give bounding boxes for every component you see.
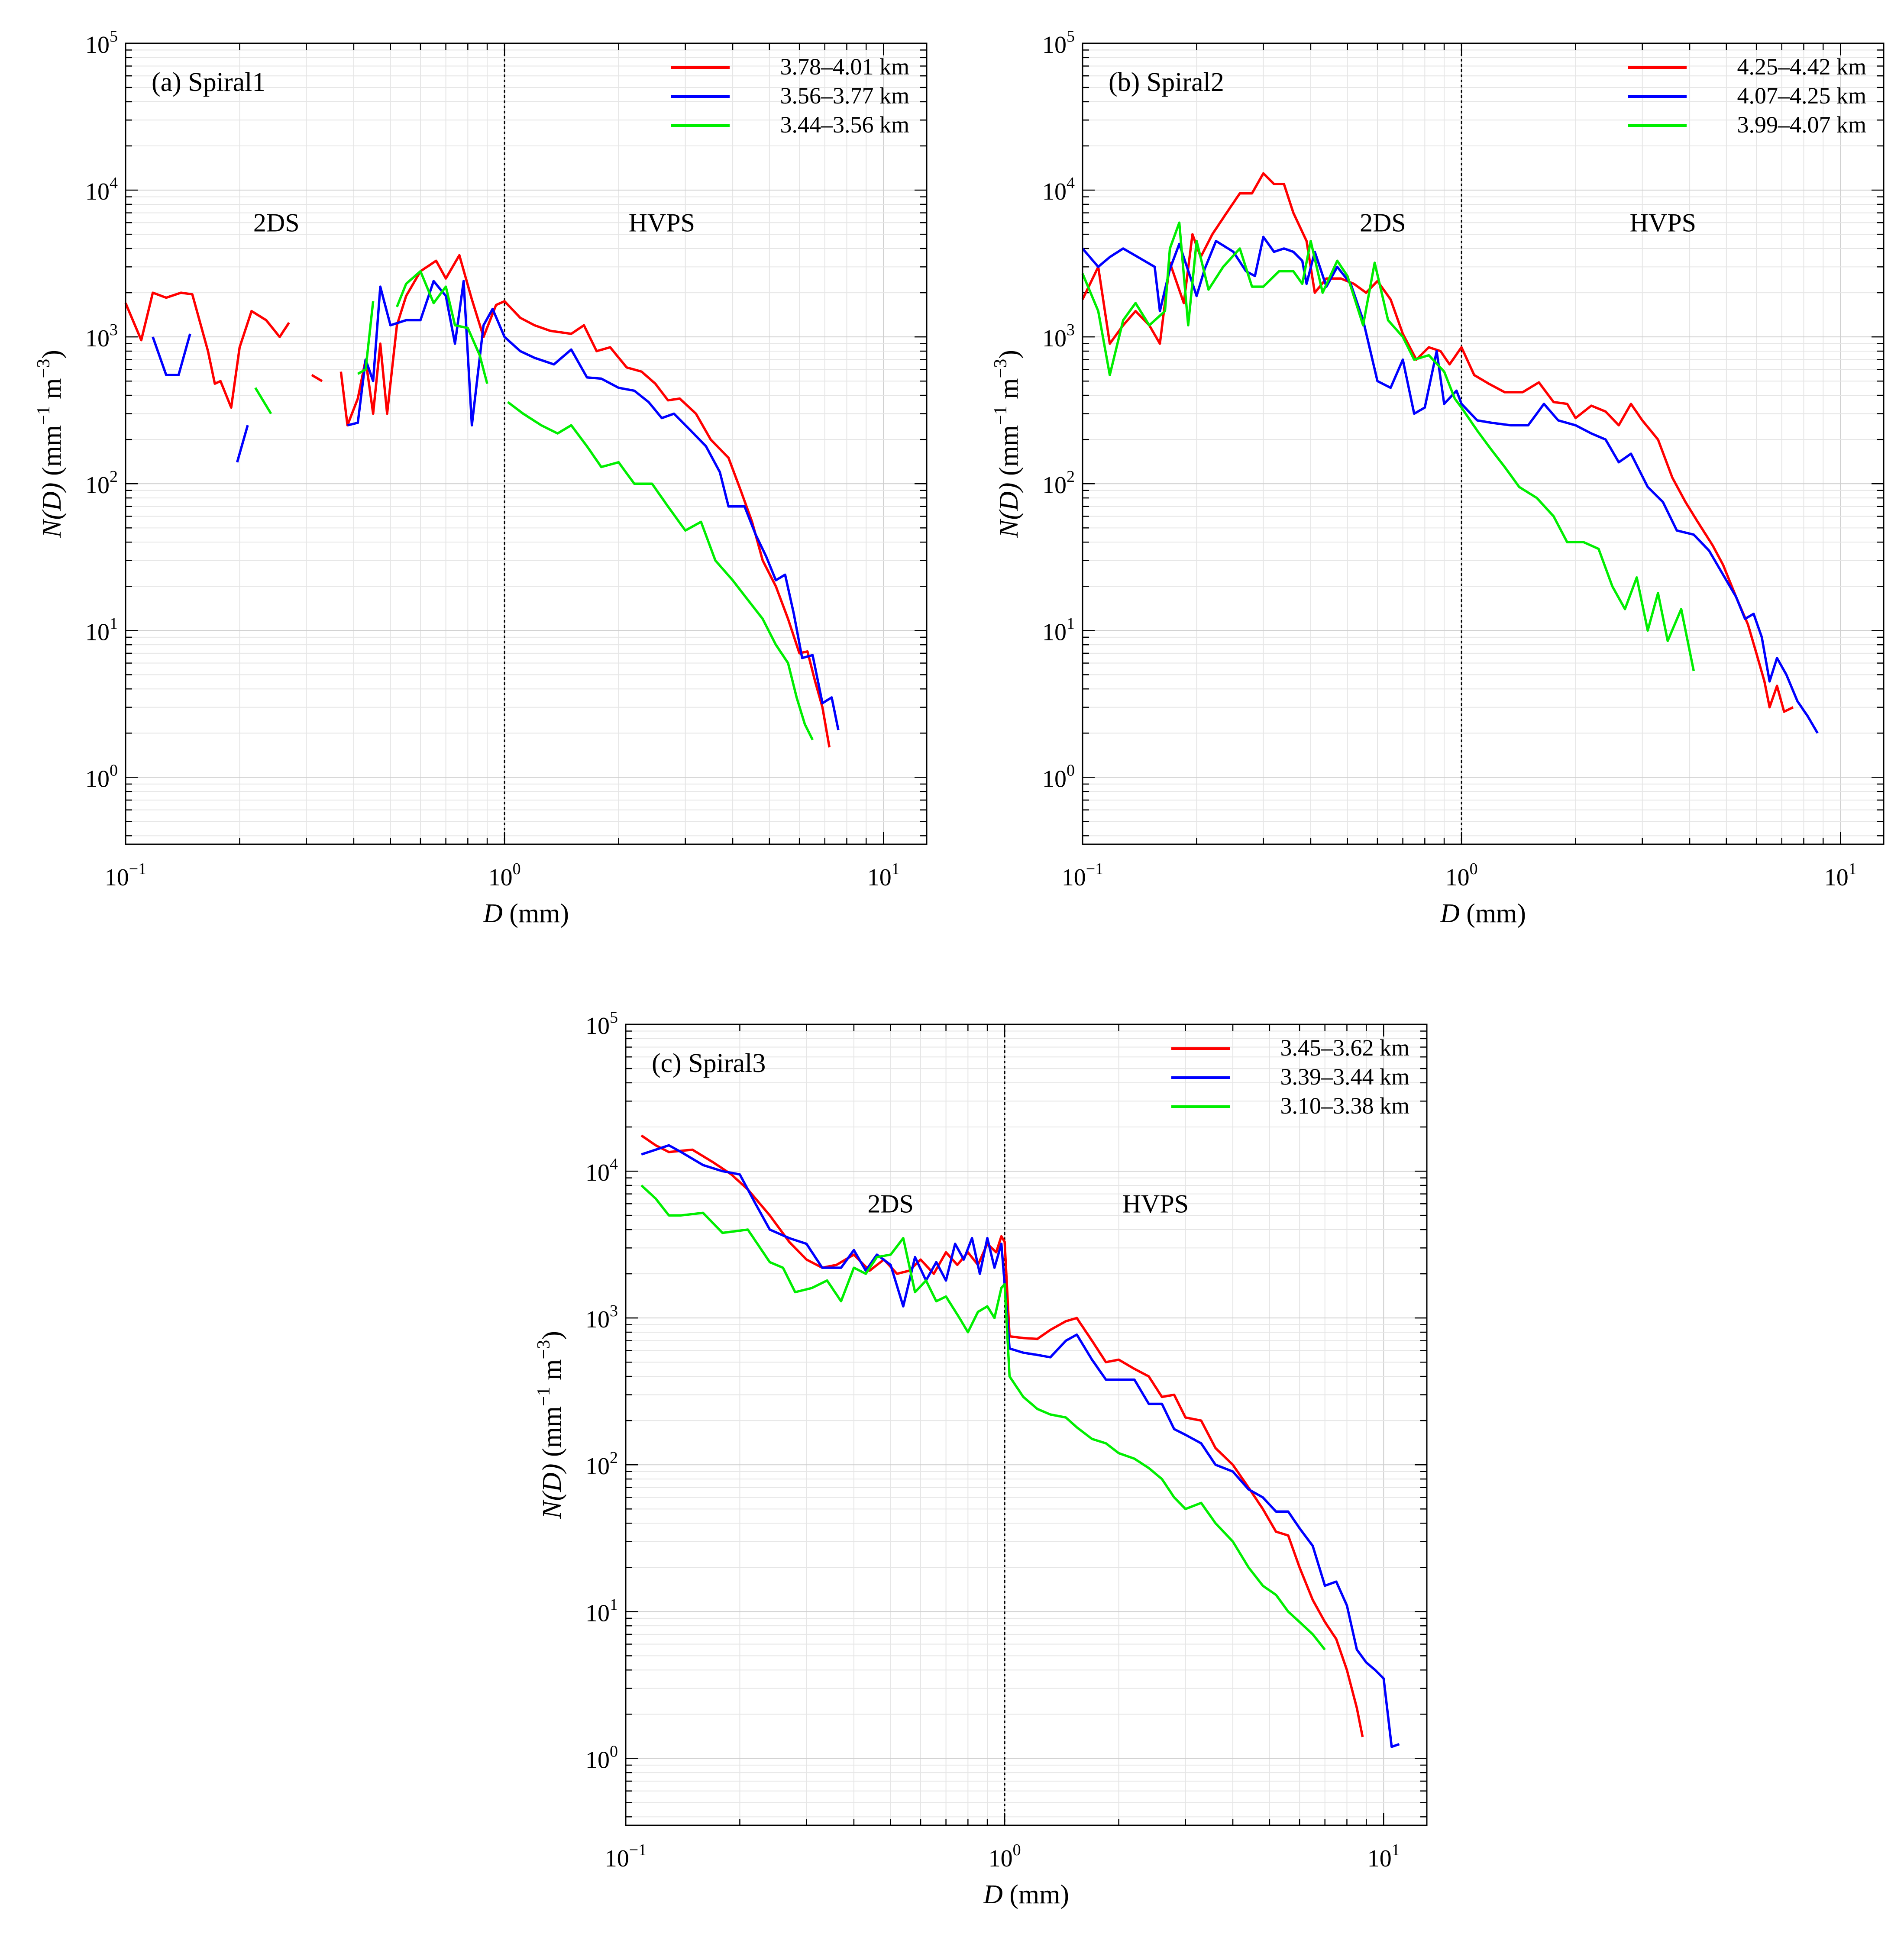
legend-label: 3.44–3.56 km xyxy=(780,112,909,138)
series-line-1 xyxy=(124,254,831,748)
series-line-3 xyxy=(640,1184,1326,1651)
x-tick-label: 10−1 xyxy=(105,860,146,891)
y-tick-label: 104 xyxy=(1042,174,1075,205)
chart-panel-3: 10−1 100 101 100 101 102 103 104 105 D (mm) N(D) (… xyxy=(534,1008,1428,1909)
panel-label: (c) Spiral3 xyxy=(652,1049,766,1078)
chart-panel-2: 10−1 100 101 100 101 102 103 104 105 D (mm) N(D) (… xyxy=(991,27,1885,928)
instrument-annotation: 2DS xyxy=(1360,208,1406,237)
tick-marks xyxy=(1082,42,1884,844)
series-line-2 xyxy=(1081,236,1819,734)
y-tick-label: 105 xyxy=(585,1008,618,1040)
grid xyxy=(1082,43,1884,844)
x-axis-label: D (mm) xyxy=(983,1880,1069,1909)
y-tick-label: 101 xyxy=(585,1595,618,1627)
legend-label: 4.25–4.42 km xyxy=(1737,54,1866,80)
y-tick-label: 100 xyxy=(85,761,118,792)
y-tick-label: 103 xyxy=(585,1302,618,1333)
y-axis-label: N(D) (mm−1 m−3) xyxy=(34,350,67,538)
series-line-3 xyxy=(1081,221,1695,672)
x-tick-label: 101 xyxy=(867,860,900,891)
x-tick-label: 100 xyxy=(488,860,521,891)
instrument-annotation: 2DS xyxy=(253,208,300,237)
y-tick-label: 103 xyxy=(85,321,118,352)
instrument-annotation: HVPS xyxy=(629,208,695,237)
y-tick-label: 101 xyxy=(1042,614,1075,646)
y-tick-label: 104 xyxy=(585,1155,618,1186)
panel-label: (b) Spiral2 xyxy=(1109,68,1224,97)
legend-label: 4.07–4.25 km xyxy=(1737,83,1866,109)
legend-label: 3.78–4.01 km xyxy=(780,54,909,80)
x-tick-label: 100 xyxy=(1445,860,1478,891)
series-line-2 xyxy=(641,1144,1400,1748)
x-tick-label: 10−1 xyxy=(605,1841,647,1872)
y-tick-label: 105 xyxy=(85,27,118,58)
legend-label: 3.56–3.77 km xyxy=(780,83,909,109)
axes-box xyxy=(125,42,928,845)
legend: 4.25–4.42 km 4.07–4.25 km 3.99–4.07 km xyxy=(1628,54,1866,138)
chart-panel-1: 10−1 100 101 100 101 102 103 104 105 D (mm) N(D) (… xyxy=(34,27,928,928)
x-tick-label: 100 xyxy=(989,1841,1021,1872)
legend: 3.78–4.01 km 3.56–3.77 km 3.44–3.56 km xyxy=(671,54,909,138)
legend: 3.45–3.62 km 3.39–3.44 km 3.10–3.38 km xyxy=(1171,1035,1409,1119)
x-axis-label: D (mm) xyxy=(1440,899,1526,928)
y-axis-label: N(D) (mm−1 m−3) xyxy=(534,1331,567,1519)
y-tick-label: 102 xyxy=(585,1449,618,1480)
x-tick-label: 10−1 xyxy=(1062,860,1103,891)
y-tick-label: 102 xyxy=(85,468,118,499)
y-tick-label: 103 xyxy=(1042,321,1075,352)
legend-label: 3.39–3.44 km xyxy=(1280,1064,1409,1090)
y-axis-label: N(D) (mm−1 m−3) xyxy=(991,350,1024,538)
y-tick-label: 101 xyxy=(85,614,118,646)
legend-label: 3.45–3.62 km xyxy=(1280,1035,1409,1061)
x-tick-label: 101 xyxy=(1824,860,1857,891)
y-tick-label: 102 xyxy=(1042,468,1075,499)
series-line-1 xyxy=(640,1134,1364,1737)
x-axis-label: D (mm) xyxy=(483,899,569,928)
legend-label: 3.99–4.07 km xyxy=(1737,112,1866,138)
grid xyxy=(625,1024,1427,1825)
series-line-2 xyxy=(152,280,840,730)
tick-marks xyxy=(125,42,927,844)
instrument-annotation: HVPS xyxy=(1122,1189,1189,1218)
y-tick-label: 104 xyxy=(85,174,118,205)
panel-label: (a) Spiral1 xyxy=(152,68,265,97)
y-tick-label: 105 xyxy=(1042,27,1075,58)
series-line-3 xyxy=(254,270,814,741)
x-tick-label: 101 xyxy=(1367,1841,1400,1872)
instrument-annotation: 2DS xyxy=(867,1189,914,1218)
y-tick-label: 100 xyxy=(1042,761,1075,792)
axes-box xyxy=(1082,42,1885,845)
tick-marks xyxy=(625,1024,1427,1825)
instrument-annotation: HVPS xyxy=(1630,208,1696,237)
y-tick-label: 100 xyxy=(585,1742,618,1773)
axes-box xyxy=(625,1024,1428,1826)
legend-label: 3.10–3.38 km xyxy=(1280,1093,1409,1119)
grid xyxy=(125,43,927,844)
